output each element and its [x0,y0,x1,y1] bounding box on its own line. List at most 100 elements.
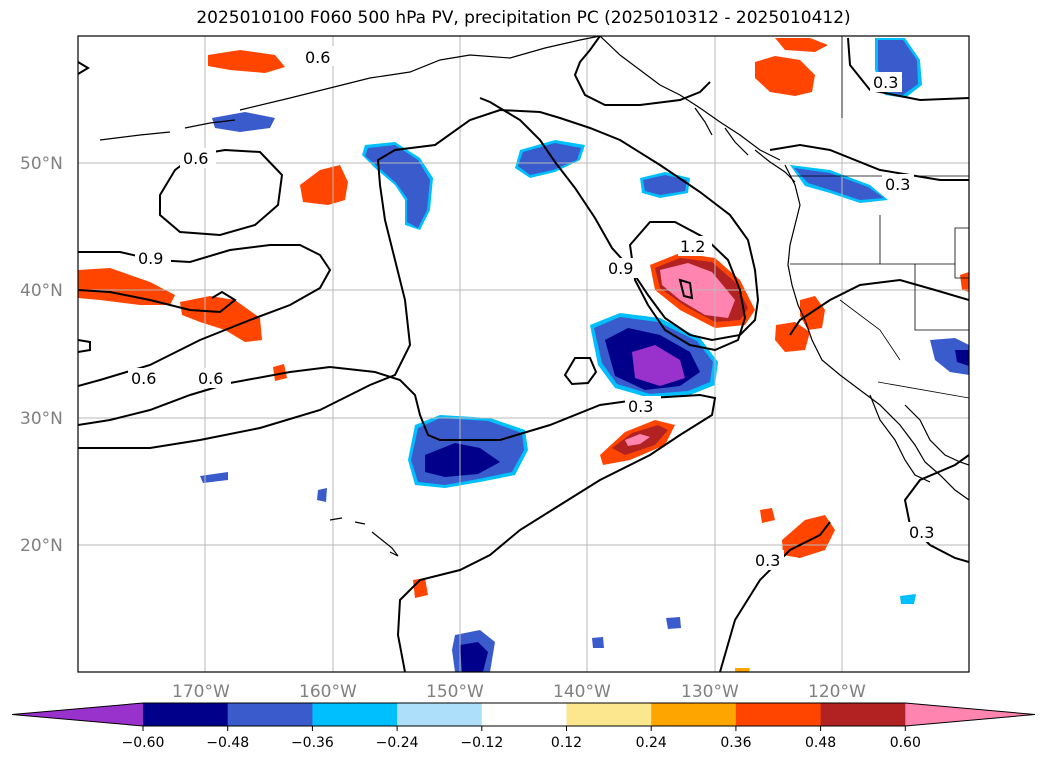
colorbar-tick-label: 0.60 [890,735,921,751]
graticule [78,36,969,672]
precip-blob [930,338,969,375]
colorbar-tick-label: 0.24 [636,735,667,751]
pv-contour [628,221,747,352]
precip-blob [955,350,969,366]
colorbar: −0.60 −0.48 −0.36 −0.24 −0.12 0.12 0.24 0.36 0.4… [11,702,1036,751]
lat-label: 20°N [20,536,63,556]
colorbar-tick-label: −0.12 [460,735,503,751]
precip-blob [78,268,175,305]
precip-blob [666,617,681,629]
contour-label: 0.6 [305,48,330,67]
precipitation-shading [78,38,969,672]
contour-label-group: 0.6 0.6 0.9 0.6 0.6 0.9 1.2 0.3 0.3 0.3 … [128,46,938,570]
contour-label: 0.3 [755,551,780,570]
colorbar-tick-label: −0.60 [122,735,165,751]
precip-blob [775,38,828,52]
precip-blob [735,668,750,672]
colorbar-swatch [735,703,822,726]
map-area: 0.6 0.6 0.9 0.6 0.6 0.9 1.2 0.3 0.3 0.3 … [78,36,969,672]
pv-contour [78,97,760,449]
state-border [954,227,969,279]
lon-label: 170°W [172,682,230,702]
aleutian-islands [99,119,236,141]
colorbar-extend-high [905,703,1035,726]
pv-contour [573,36,711,106]
contour-label: 0.3 [873,73,898,92]
contour-label: 0.3 [885,175,910,194]
colorbar-tick-label: 0.48 [805,735,836,751]
precip-blob [755,56,815,96]
colorbar-swatch [143,703,229,726]
precip-blob [782,515,835,558]
colorbar-swatch [651,703,737,726]
lat-label: 40°N [20,281,63,301]
pv-contour [78,289,237,314]
precip-blob [632,345,685,386]
pv-contour [78,61,90,75]
baja-peninsula [869,394,931,483]
contour-label: 0.9 [608,259,633,278]
alaska-coast [239,36,601,111]
pv-contour [789,278,969,336]
colorbar-swatch [566,703,652,726]
colorbar-tick-label: 0.36 [720,735,751,751]
map-title: 2025010100 F060 500 hPa PV, precipitatio… [196,8,851,28]
state-border [839,299,901,361]
precip-blob [208,50,285,73]
lon-label: 150°W [426,682,484,702]
precip-blob [425,443,500,477]
colorbar-swatch [481,703,567,726]
state-border [914,264,969,331]
political-borders [790,36,969,399]
map-frame [77,35,970,673]
state-border [877,381,969,399]
west-coast [784,164,969,501]
contour-label: 0.6 [183,149,208,168]
precip-blob [775,322,810,352]
colorbar-tick-label: −0.48 [206,735,249,751]
contour-label: 0.3 [628,397,653,416]
gulf-coast-mexico [904,404,969,466]
precip-blob [625,434,650,446]
precip-blob [800,296,825,330]
pv-contour [78,339,91,353]
precip-blob [317,488,327,502]
precip-blob [592,637,604,648]
precip-blob [518,143,581,175]
alaska-panhandle [599,36,781,161]
colorbar-swatch [397,703,483,726]
bc-islands [694,107,749,156]
lon-label: 130°W [681,682,739,702]
pv-contour [563,357,598,386]
precip-blob [413,578,428,598]
vancouver-island [754,149,796,183]
colorbar-tick-label: −0.36 [291,735,334,751]
lon-label: 140°W [553,682,611,702]
lon-label: 160°W [299,682,357,702]
latitude-labels: 50°N 40°N 30°N 20°N [20,154,63,556]
contour-label: 0.9 [138,249,163,268]
contour-label: 0.6 [131,369,156,388]
pv-contours [78,36,969,672]
colorbar-tick-label: −0.24 [376,735,419,751]
lon-label: 120°W [808,682,866,702]
precip-blob [643,175,687,195]
pv-contour [903,454,969,563]
lat-label: 50°N [20,154,63,174]
precip-blob [200,472,228,483]
precip-blob [212,112,275,132]
precip-blob [273,364,287,381]
pv-contour [769,143,969,181]
lat-label: 30°N [20,409,63,429]
colorbar-extend-low [12,703,143,726]
precip-blob [760,508,775,523]
coastlines [99,36,969,557]
precip-blob [900,594,916,604]
pv-contour [78,244,332,387]
colorbar-swatch [227,703,313,726]
contour-label: 1.2 [680,237,705,256]
longitude-labels: 170°W 160°W 150°W 140°W 130°W 120°W [172,682,866,702]
pv-contour [78,365,717,672]
precip-blob [960,272,969,292]
